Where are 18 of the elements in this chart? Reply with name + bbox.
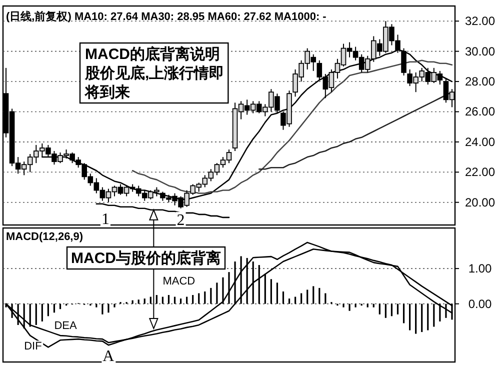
y-tick-label: 20.00: [464, 195, 496, 210]
annotation: A: [102, 348, 115, 365]
chart-title: MACD(12,26,9): [6, 231, 84, 243]
y-tick-label: 30.00: [464, 44, 496, 58]
y-tick-label: 28.00: [464, 74, 496, 89]
y-tick-label: 0.00: [468, 296, 492, 311]
annotation: 1: [101, 211, 110, 228]
y-tick-label: 32.00: [464, 14, 496, 28]
annotation: 2: [176, 212, 185, 229]
series-label: DEA: [54, 320, 78, 332]
annotation: MACD与股价的底背离: [71, 249, 221, 267]
y-tick-label: 1.00: [468, 262, 492, 276]
y-tick-label: 24.00: [464, 134, 496, 149]
y-tick-label: 22.00: [464, 165, 496, 180]
series-label: MACD: [162, 275, 196, 288]
text: (日线,前复权) MA10: 27.64 MA30: 28.95 MA60: 27.62 MA1000: -: [6, 10, 327, 23]
y-tick-label: 26.00: [464, 104, 496, 119]
series-label: DIF: [24, 340, 42, 353]
